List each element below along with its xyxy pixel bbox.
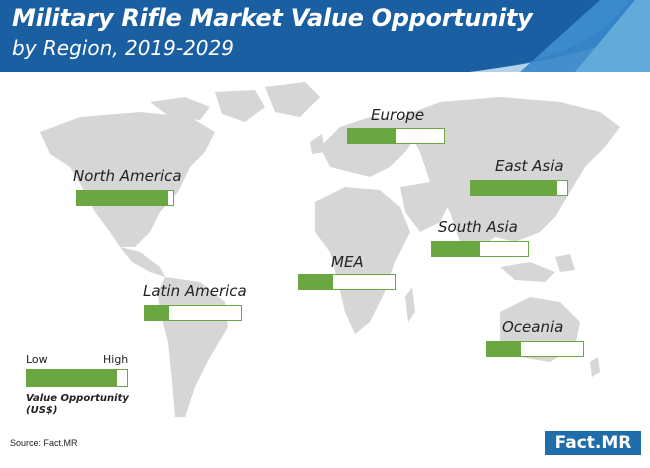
bar-fill-mea (299, 275, 333, 289)
page-title: Military Rifle Market Value Opportunity (12, 4, 533, 32)
bar-fill-europe (348, 129, 396, 143)
bar-europe (347, 128, 445, 144)
region-label-north-america: North America (73, 167, 182, 185)
region-label-south-asia: South Asia (438, 218, 518, 236)
region-label-latin-america: Latin America (143, 282, 247, 300)
header-background (0, 0, 650, 72)
legend-caption-line2: (US$) (26, 405, 58, 416)
legend-caption: Value Opportunity (US$) (26, 393, 129, 417)
bar-fill-south-asia (432, 242, 480, 256)
bar-south-asia (431, 241, 529, 257)
bar-mea (298, 274, 396, 290)
bar-east-asia (470, 180, 568, 196)
brand-logo: Fact.MR (545, 431, 641, 455)
header-banner: Military Rifle Market Value Opportunity … (0, 0, 650, 72)
bar-fill-north-america (77, 191, 169, 205)
source-note: Source: Fact.MR (10, 438, 78, 448)
legend-low-label: Low (26, 353, 48, 366)
bar-fill-oceania (487, 342, 521, 356)
bar-latin-america (144, 305, 242, 321)
legend-bar (26, 369, 128, 387)
region-label-east-asia: East Asia (495, 157, 564, 175)
legend-bar-fill (27, 370, 117, 386)
page-subtitle: by Region, 2019-2029 (12, 36, 234, 60)
bar-oceania (486, 341, 584, 357)
bar-fill-latin-america (145, 306, 169, 320)
region-label-mea: MEA (331, 253, 364, 271)
legend-caption-line1: Value Opportunity (26, 393, 129, 404)
region-label-europe: Europe (371, 106, 425, 124)
bar-fill-east-asia (471, 181, 558, 195)
bar-north-america (76, 190, 174, 206)
region-label-oceania: Oceania (502, 318, 564, 336)
legend-high-label: High (103, 353, 129, 366)
